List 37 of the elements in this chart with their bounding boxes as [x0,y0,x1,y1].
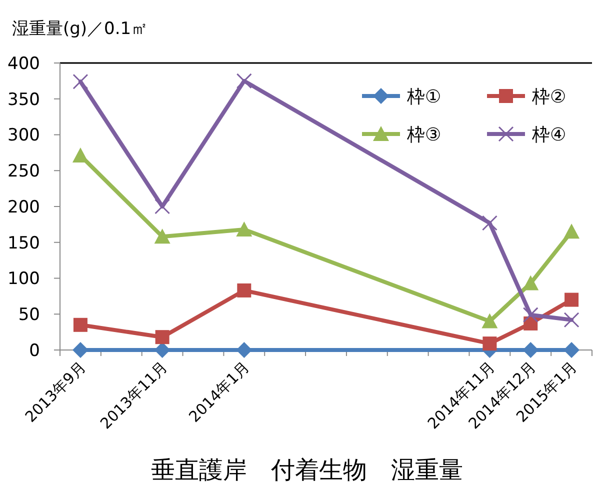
point [155,330,170,344]
point [72,148,88,163]
point [522,275,539,290]
point [237,283,252,298]
point [72,74,88,90]
y-tick-label: 200 [8,197,40,218]
y-tick-label: 300 [8,126,40,146]
text: 垂直護岸 付着生物 湿重量 [151,456,463,484]
point [522,342,539,358]
point [564,224,580,239]
y-tick-label: 150 [8,233,40,254]
point [154,342,170,358]
y-tick-label: 100 [8,269,40,290]
point [522,307,538,323]
y-axis-title: 湿重量(g)／0.1㎡ [12,19,148,39]
legend-label: 枠③ [406,124,442,146]
y-tick-label: 350 [8,90,40,110]
point [73,318,88,332]
y-tick-label: 400 [8,54,40,74]
legend-label: 枠④ [531,124,566,146]
point [482,215,498,231]
y-tick-label: 250 [8,162,40,182]
point [72,342,88,358]
point [236,73,252,89]
point [564,292,579,307]
point [154,228,170,244]
y-tick-label: 50 [18,305,40,326]
point [154,198,170,214]
point [482,336,497,351]
point [236,221,252,236]
legend-label: 枠① [406,86,442,108]
point [564,342,580,358]
point [236,342,252,358]
y-tick-label: 0 [29,340,40,361]
point [564,312,580,328]
legend-label: 枠② [531,86,566,108]
point [482,313,498,328]
